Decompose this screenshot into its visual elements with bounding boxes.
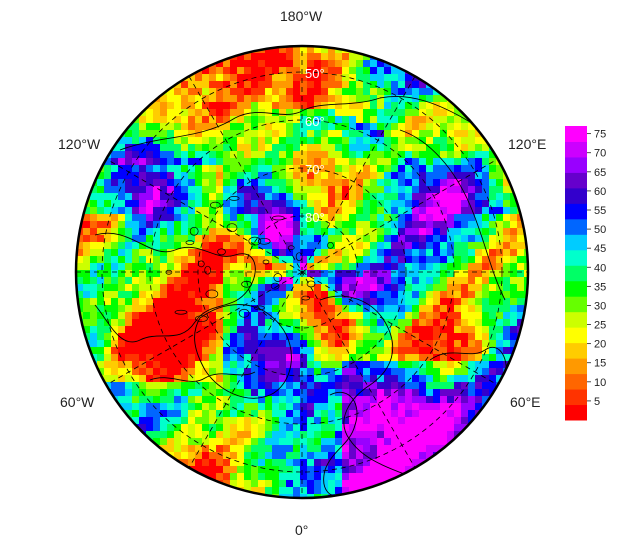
island-outline <box>271 215 285 221</box>
coastline-segment <box>94 232 256 343</box>
colorbar-tick-label: 75 <box>594 129 606 141</box>
island-outline <box>301 295 311 301</box>
meridian-line <box>301 158 498 273</box>
coastline-segment <box>119 96 471 151</box>
coastline-segment <box>323 391 358 497</box>
colorbar-segment <box>565 203 587 220</box>
colorbar-tick-label: 10 <box>594 377 606 389</box>
colorbar-tick-label: 60 <box>594 186 606 198</box>
colorbar-tick-label: 50 <box>594 224 606 236</box>
island-outline <box>228 196 240 201</box>
island-outline <box>238 308 250 318</box>
graticule <box>76 46 528 498</box>
island-outline <box>295 252 303 262</box>
island-outline <box>217 248 226 256</box>
colorbar-segment <box>565 389 587 406</box>
island-outline <box>185 240 195 245</box>
colorbar-segment <box>565 373 587 390</box>
coastline-segment <box>429 347 507 381</box>
coastline-segment <box>399 129 506 301</box>
colorbar-tick-label: 30 <box>594 300 606 312</box>
island-outline <box>174 309 188 315</box>
island-outline <box>209 201 221 209</box>
colorbar-segment <box>565 234 587 251</box>
colorbar-segment <box>565 280 587 297</box>
colorbar-segment <box>565 172 587 189</box>
island-outline <box>226 223 238 233</box>
latitude-label: 70° <box>305 162 325 177</box>
island-outline <box>270 282 280 290</box>
lon-label-120w: 120°W <box>58 136 101 152</box>
colorbar-segment <box>565 249 587 266</box>
data-raster <box>76 46 528 498</box>
island-outline <box>262 259 270 265</box>
latitude-label: 60° <box>305 114 325 129</box>
colorbar-tick-label: 70 <box>594 148 606 160</box>
coastline-segment <box>149 371 256 382</box>
colorbar-tick-label: 65 <box>594 167 606 179</box>
colorbar-segment <box>565 126 587 142</box>
colorbar-tick-label: 55 <box>594 205 606 217</box>
colorbar-segment <box>565 187 587 204</box>
island-outline <box>189 226 199 236</box>
colorbar-segment <box>565 265 587 282</box>
coastline-segment <box>319 295 421 481</box>
colorbar-tick-label: 40 <box>594 262 606 274</box>
colorbar: 75 70 65 60 55 50 45 40 35 30 25 20 15 10 5 <box>565 126 606 421</box>
latitude-label: 50° <box>305 66 325 81</box>
map-boundary <box>74 44 530 500</box>
colorbar-tick-label: 35 <box>594 281 606 293</box>
colorbar-tick-label: 25 <box>594 320 606 332</box>
colorbar-segment <box>565 327 587 344</box>
island-outline <box>165 269 173 275</box>
colorbar-segment <box>565 342 587 359</box>
lon-label-0: 0° <box>295 522 309 538</box>
island-outline <box>195 315 208 323</box>
colorbar-tick-label: 5 <box>594 396 600 408</box>
island-outline <box>273 273 283 282</box>
island-outline <box>257 237 271 245</box>
coastline-segment <box>194 304 292 399</box>
meridian-line <box>106 158 303 273</box>
lon-label-60e: 60°E <box>510 394 541 410</box>
colorbar-segment <box>565 311 587 328</box>
colorbar-segment <box>565 218 587 235</box>
colorbar-segment <box>565 156 587 173</box>
coastlines <box>94 96 507 497</box>
colorbar-tick-label: 20 <box>594 339 606 351</box>
meridian-line <box>301 271 498 386</box>
lon-label-180w: 180°W <box>280 8 323 24</box>
colorbar-tick-label: 15 <box>594 358 606 370</box>
colorbar-segment <box>565 141 587 158</box>
colorbar-segment <box>565 296 587 313</box>
island-outline <box>327 241 334 249</box>
latitude-labels: 50° 60° 70° 80° <box>305 66 325 225</box>
island-outline <box>204 265 212 275</box>
island-outline <box>205 289 219 299</box>
meridian-line <box>106 271 303 386</box>
lon-label-120e: 120°E <box>508 136 547 152</box>
lon-label-60w: 60°W <box>60 394 95 410</box>
island-outline <box>254 305 265 311</box>
meridian-line <box>188 76 416 468</box>
colorbar-tick-label: 45 <box>594 243 606 255</box>
latitude-label: 80° <box>305 210 325 225</box>
colorbar-segment <box>565 404 587 421</box>
colorbar-segment <box>565 358 587 375</box>
